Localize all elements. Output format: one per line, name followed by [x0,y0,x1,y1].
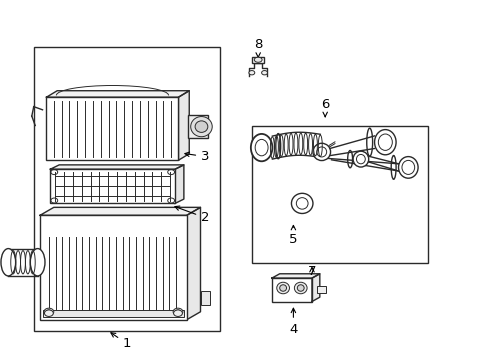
Bar [201,291,210,305]
Polygon shape [46,91,189,97]
Ellipse shape [173,310,182,316]
Bar [252,57,264,63]
Bar [34,47,220,331]
Ellipse shape [44,310,53,316]
Bar [271,278,311,302]
Ellipse shape [352,151,368,167]
Bar [46,97,178,160]
Ellipse shape [279,285,286,291]
Ellipse shape [296,198,307,209]
Ellipse shape [190,117,212,137]
Ellipse shape [291,193,312,213]
Polygon shape [311,274,319,302]
Bar [188,115,207,138]
Ellipse shape [297,285,304,291]
Ellipse shape [294,282,306,294]
Ellipse shape [261,71,267,75]
Polygon shape [178,91,189,160]
Polygon shape [271,274,319,278]
Text: 3: 3 [184,150,209,163]
Ellipse shape [312,143,330,161]
Ellipse shape [250,134,272,161]
Polygon shape [186,207,200,320]
Text: 5: 5 [288,225,297,246]
Ellipse shape [195,121,207,132]
Polygon shape [50,165,183,169]
Bar [317,286,325,293]
Text: 8: 8 [253,39,262,58]
Ellipse shape [248,71,254,75]
Ellipse shape [276,282,289,294]
Text: 7: 7 [307,265,316,278]
Text: 2: 2 [175,206,209,224]
Text: 4: 4 [288,308,297,336]
Ellipse shape [1,248,16,276]
Ellipse shape [254,57,262,62]
Bar [46,97,178,160]
Bar [251,126,427,263]
Ellipse shape [46,310,51,314]
Bar [50,169,175,203]
Polygon shape [175,165,183,203]
Bar [40,215,186,320]
Ellipse shape [175,310,180,314]
Ellipse shape [398,157,417,178]
Bar [40,215,186,320]
Ellipse shape [374,130,395,155]
Bar [42,310,184,317]
Text: 6: 6 [320,98,329,117]
Bar [50,169,175,203]
Ellipse shape [30,248,45,276]
Polygon shape [40,207,200,215]
Ellipse shape [44,308,54,315]
Text: 1: 1 [111,333,131,350]
Ellipse shape [173,308,183,315]
